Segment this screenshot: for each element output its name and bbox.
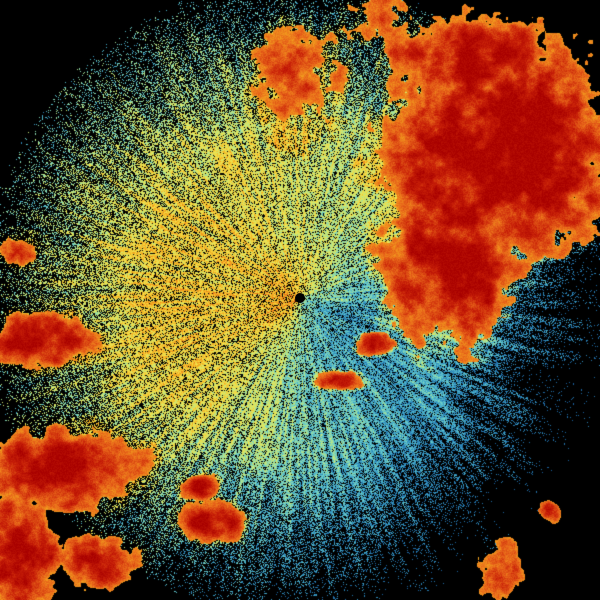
radar-site-marker xyxy=(295,293,305,303)
